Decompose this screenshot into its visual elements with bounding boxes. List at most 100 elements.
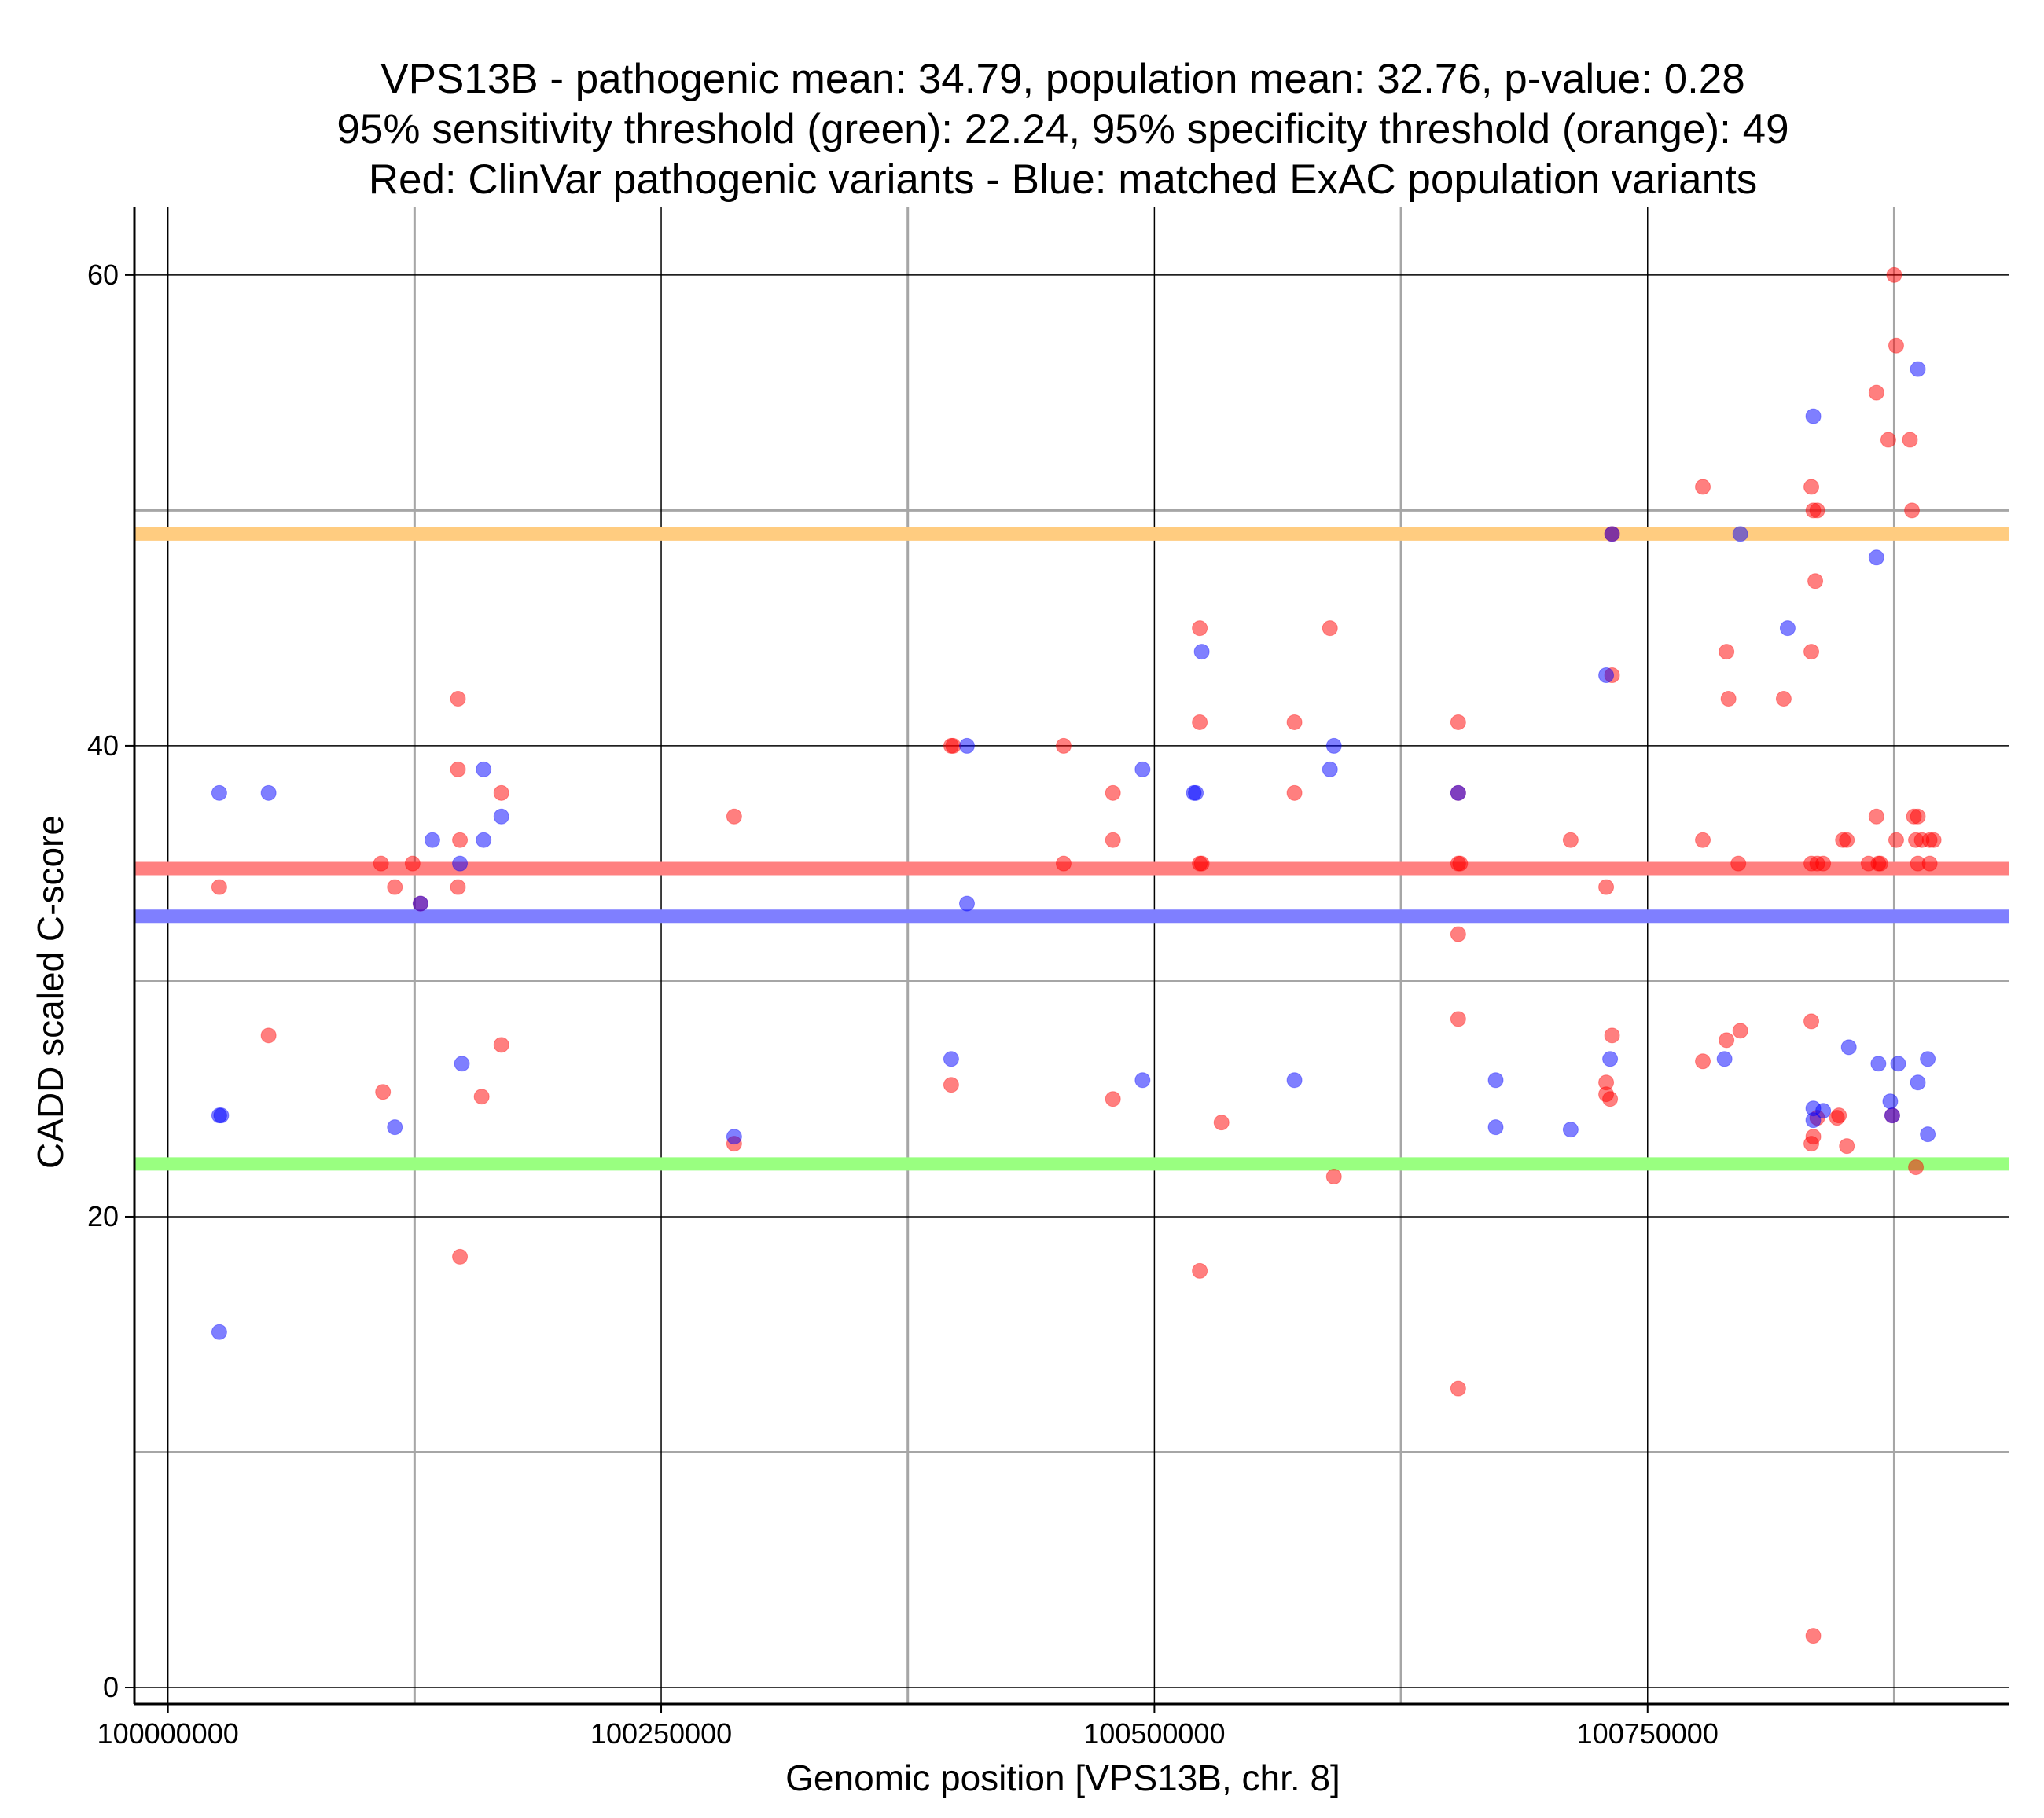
population-point (1910, 361, 1926, 377)
pathogenic-point (1807, 573, 1824, 589)
pathogenic-point (1805, 1628, 1822, 1644)
pathogenic-point (211, 879, 227, 895)
population-point (1884, 1107, 1900, 1124)
pathogenic-point (493, 1037, 509, 1053)
pathogenic-point (1562, 832, 1579, 848)
pathogenic-point (1880, 432, 1896, 448)
axes (133, 207, 2009, 1706)
population-point (211, 784, 227, 801)
pathogenic-point (1809, 502, 1825, 519)
pathogenic-point (1719, 1032, 1735, 1049)
title-line-1: VPS13B - pathogenic mean: 34.79, populat… (380, 56, 1745, 102)
population-point (943, 1051, 959, 1067)
population-point (1188, 784, 1204, 801)
pathogenic-point (1450, 926, 1466, 942)
population-point (1487, 1072, 1504, 1089)
population-point (1716, 1051, 1733, 1067)
population-point (1325, 737, 1342, 754)
pathogenic-point (1105, 1091, 1121, 1107)
population-point (1920, 1051, 1936, 1067)
y-tick-label: 60 (87, 259, 119, 291)
pathogenic-point (1325, 1169, 1342, 1185)
population-point (260, 784, 277, 801)
pathogenic-point (943, 1077, 959, 1093)
population-point (1815, 1103, 1832, 1119)
pathogenic-point (1450, 714, 1466, 730)
pathogenic-point (375, 1084, 392, 1100)
x-tick-label: 100000000 (97, 1717, 239, 1750)
pathogenic-point (1839, 832, 1855, 848)
population-point (1487, 1119, 1504, 1136)
pathogenic-point (1815, 855, 1832, 872)
pathogenic-point (1105, 784, 1121, 801)
title-line-2: 95% sensitivity threshold (green): 22.24… (336, 106, 1788, 152)
pathogenic-point (1868, 384, 1884, 401)
population-point (1562, 1122, 1579, 1138)
pathogenic-point (1925, 832, 1942, 848)
pathogenic-point (1868, 808, 1884, 825)
pathogenic-point (452, 832, 469, 848)
pathogenic-point (450, 691, 466, 707)
pathogenic-point (1904, 502, 1921, 519)
pathogenic-point (1213, 1115, 1230, 1131)
population-point (211, 1324, 227, 1340)
population-point (1732, 526, 1748, 542)
pathogenic-point (945, 737, 961, 754)
population-point (1920, 1126, 1936, 1143)
pathogenic-point (373, 855, 389, 872)
pathogenic-point (1055, 855, 1072, 872)
pathogenic-point (1921, 855, 1938, 872)
pathogenic-point (1902, 432, 1918, 448)
pathogenic-point (1450, 1011, 1466, 1027)
pathogenic-point (1192, 714, 1208, 730)
threshold-lines (134, 527, 2009, 1171)
population-point (1450, 784, 1466, 801)
population-point (387, 1119, 403, 1136)
population-point (726, 1129, 742, 1145)
pathogenic-point (1886, 266, 1902, 283)
population-point (1602, 1051, 1619, 1067)
pathogenic-point (1719, 644, 1735, 660)
pathogenic-point (726, 808, 742, 825)
population-point (958, 895, 975, 912)
pathogenic-point (1839, 1138, 1855, 1155)
pathogenic-point (1732, 1023, 1748, 1039)
population-point (213, 1107, 230, 1124)
population-point (958, 737, 975, 754)
population-point (454, 1056, 470, 1072)
pathogenic-point (450, 879, 466, 895)
pathogenic-point (1803, 1013, 1820, 1030)
y-tick-label: 20 (87, 1200, 119, 1232)
chart-title: VPS13B - pathogenic mean: 34.79, populat… (336, 56, 1788, 203)
pathogenic-point (1888, 337, 1904, 354)
pathogenic-point (1193, 855, 1210, 872)
pathogenic-point (1803, 479, 1820, 495)
population-point (1882, 1093, 1899, 1110)
pathogenic-point (1775, 691, 1792, 707)
population-point (1890, 1056, 1906, 1072)
pathogenic-point (473, 1089, 490, 1105)
pathogenic-point (1888, 832, 1904, 848)
pathogenic-point (1720, 691, 1737, 707)
population-point (452, 855, 469, 872)
pathogenic-point (1872, 855, 1888, 872)
y-axis-title: CADD scaled C-score (30, 815, 71, 1169)
pathogenic-point (1598, 879, 1615, 895)
pathogenic-point (1908, 1159, 1925, 1176)
y-tick-label: 40 (87, 729, 119, 762)
x-tick-label: 100250000 (590, 1717, 732, 1750)
pathogenic-point (1286, 784, 1303, 801)
x-tick-label: 100750000 (1577, 1717, 1719, 1750)
pathogenic-point (1602, 1091, 1619, 1107)
pathogenic-point (1910, 808, 1926, 825)
pathogenic-point (493, 784, 509, 801)
population-point (1805, 1112, 1822, 1129)
grid (134, 207, 2009, 1704)
population-point (1840, 1039, 1857, 1056)
pathogenic-point (404, 855, 421, 872)
pathogenic-point (452, 1248, 469, 1265)
pathogenic-point (1452, 855, 1469, 872)
axis-ticks: 100000000 100250000 100500000 100750000 0 20 4… (87, 259, 1719, 1750)
